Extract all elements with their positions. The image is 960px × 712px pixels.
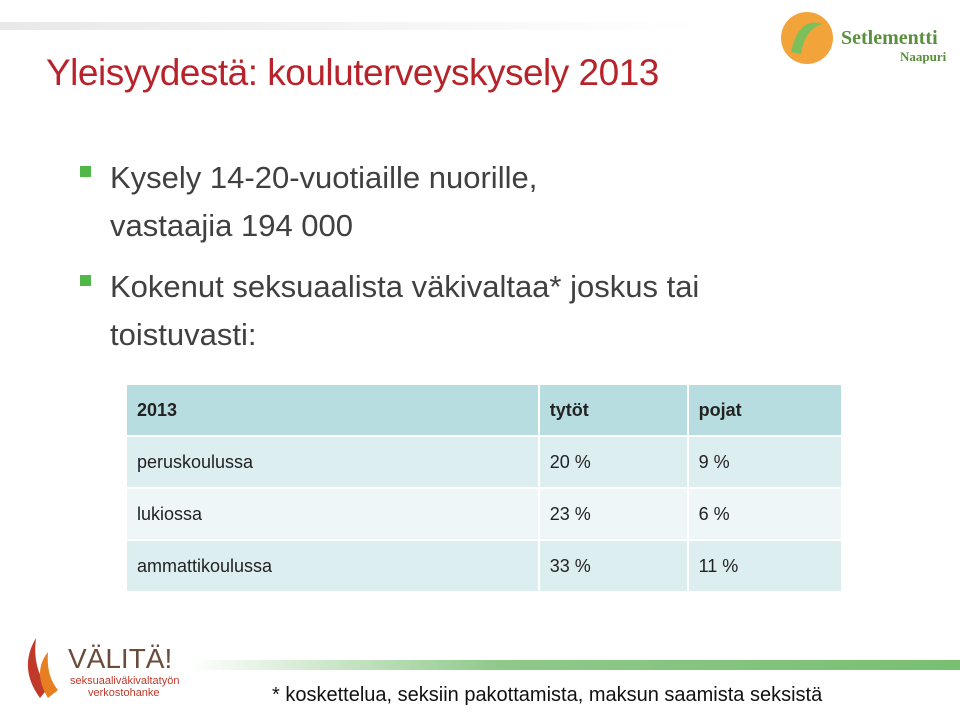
logo-sub: Naapuri xyxy=(900,49,947,64)
logo-line: seksuaaliväkivaltatyön xyxy=(70,675,179,687)
table-row: lukiossa 23 % 6 % xyxy=(125,487,844,541)
table-cell: 11 % xyxy=(686,539,844,593)
bullet-marker xyxy=(80,166,91,177)
logo-name: Setlementti xyxy=(841,27,938,49)
table-cell: 20 % xyxy=(537,435,689,489)
logo-line: verkostohanke xyxy=(88,687,160,699)
bullet: Kokenut seksuaalista väkivaltaa* joskus … xyxy=(80,263,720,359)
bullet-text: toistuvasti: xyxy=(110,317,257,352)
header-cell: 2013 xyxy=(125,383,540,437)
valita-logo: VÄLITÄ! seksuaaliväkivaltatyön verkostoh… xyxy=(27,638,179,699)
table-cell: 33 % xyxy=(537,539,689,593)
bullet-text: vastaajia 194 000 xyxy=(110,208,354,243)
logo-circle xyxy=(781,12,833,64)
top-bar xyxy=(0,22,700,30)
footnote: * koskettelua, seksiin pakottamista, mak… xyxy=(272,684,823,706)
table-cell: peruskoulussa xyxy=(125,435,540,489)
setlementti-logo: Setlementti Naapuri xyxy=(781,12,947,64)
header-cell: tytöt xyxy=(537,383,689,437)
table-row: 2013 tytöt pojat xyxy=(125,383,844,437)
table-cell: ammattikoulussa xyxy=(125,539,540,593)
bottom-bar xyxy=(190,660,960,670)
table-row: ammattikoulussa 33 % 11 % xyxy=(125,539,844,593)
slide-title: Yleisyydestä: kouluterveyskysely 2013 xyxy=(46,52,659,93)
table-cell: lukiossa xyxy=(125,487,540,541)
table-row: peruskoulussa 20 % 9 % xyxy=(125,435,844,489)
table-cell: 6 % xyxy=(686,487,844,541)
table-cell: 23 % xyxy=(537,487,689,541)
bullet-text: Kysely 14-20-vuotiaille nuorille, xyxy=(110,160,538,195)
logo-leaf xyxy=(791,22,823,54)
bullet: Kysely 14-20-vuotiaille nuorille, vastaa… xyxy=(80,154,720,250)
bullet-marker xyxy=(80,275,91,286)
bullet-text: Kokenut seksuaalista väkivaltaa* joskus … xyxy=(110,269,700,304)
logo-flame xyxy=(40,652,58,698)
data-table: 2013 tytöt pojat peruskoulussa 20 % 9 % lukios… xyxy=(125,383,844,593)
header-cell: pojat xyxy=(686,383,844,437)
logo-name: VÄLITÄ! xyxy=(68,643,172,674)
table-cell: 9 % xyxy=(686,435,844,489)
